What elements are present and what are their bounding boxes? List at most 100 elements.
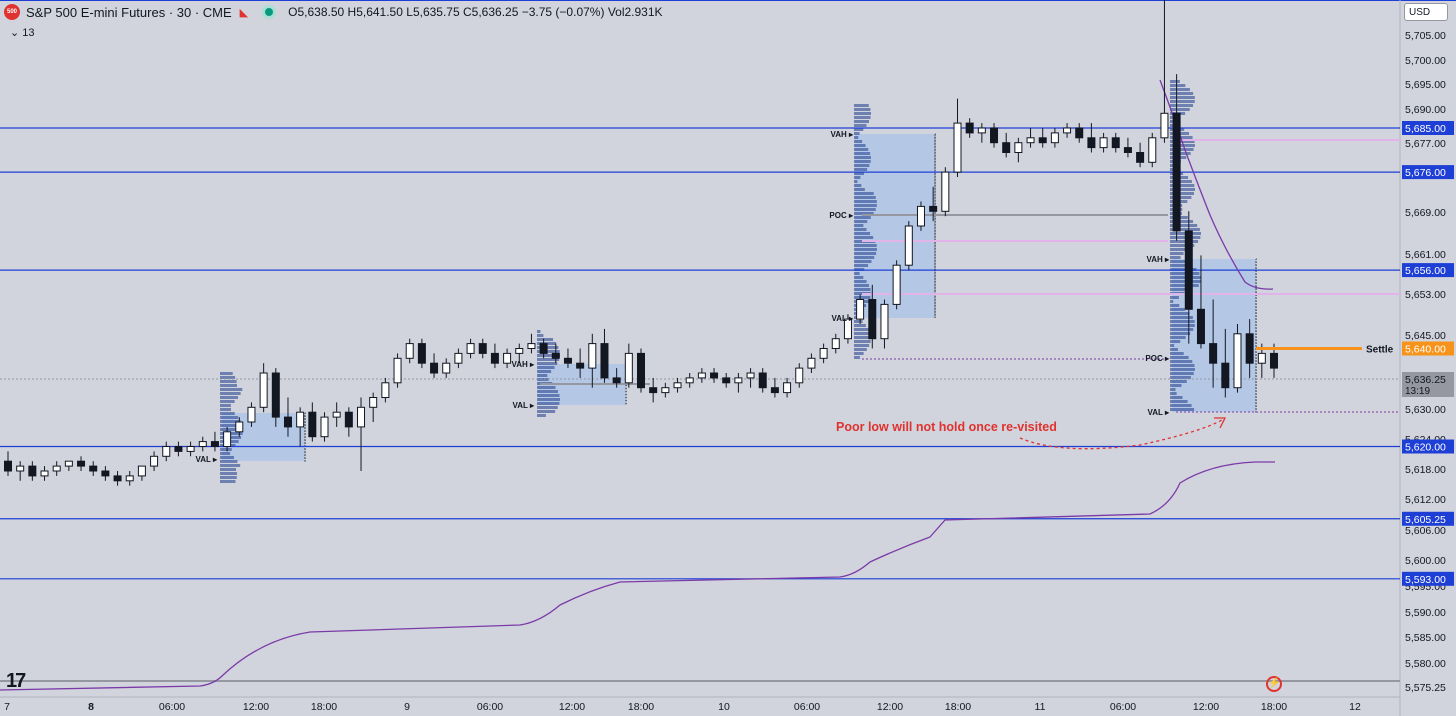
candle-body: [125, 475, 134, 482]
candle-body: [1111, 137, 1120, 149]
profile-label: VAH ▸: [1146, 255, 1170, 264]
profile-histogram-bar: [537, 354, 560, 357]
candle-body: [235, 421, 244, 433]
time-tick-label: 18:00: [628, 701, 654, 713]
currency-button[interactable]: USD: [1404, 3, 1448, 21]
profile-histogram-bar: [854, 208, 876, 211]
profile-histogram-bar: [537, 346, 559, 349]
candle-body: [442, 362, 451, 374]
candle-body: [223, 431, 232, 447]
profile-histogram-bar: [854, 216, 871, 219]
profile-histogram-bar: [1170, 324, 1195, 327]
profile-histogram-bar: [854, 120, 869, 123]
symbol-title[interactable]: S&P 500 E-mini Futures · 30 · CME: [26, 4, 232, 20]
candle-body: [405, 343, 414, 359]
candle-body: [734, 377, 743, 384]
indicator-toggle[interactable]: ⌄ 13: [10, 26, 35, 39]
candle-body: [296, 411, 305, 428]
profile-histogram-bar: [854, 288, 871, 291]
candle-body: [539, 343, 548, 354]
price-tag-label: 5,605.25: [1405, 514, 1446, 526]
price-tick-label: 5,669.00: [1405, 207, 1446, 219]
candle-body: [551, 352, 560, 359]
profile-histogram-bar: [1170, 120, 1174, 123]
price-tick-label: 5,700.00: [1405, 55, 1446, 67]
time-tick-label: 10: [718, 701, 730, 713]
profile-histogram-bar: [854, 228, 867, 231]
candle-body: [137, 465, 146, 477]
chevron-down-icon[interactable]: ⌄: [10, 27, 20, 39]
settle-tag-label: 5,640.00: [1405, 344, 1446, 356]
candle-body: [624, 352, 633, 384]
profile-histogram-bar: [220, 428, 243, 431]
profile-histogram-bar: [854, 136, 859, 139]
profile-histogram-bar: [1170, 352, 1184, 355]
candle-body: [113, 475, 122, 482]
candle-body: [880, 303, 889, 340]
candle-body: [1172, 112, 1181, 232]
price-tag-label: 5,656.00: [1405, 265, 1446, 277]
profile-histogram-bar: [220, 424, 243, 427]
profile-histogram-bar: [220, 464, 241, 467]
profile-histogram-bar: [854, 296, 871, 299]
time-tick-label: 8: [88, 701, 94, 713]
profile-label: POC ▸: [1145, 354, 1170, 363]
profile-histogram-bar: [1170, 196, 1192, 199]
profile-histogram-bar: [537, 398, 560, 401]
candle-body: [259, 372, 268, 408]
profile-histogram-bar: [854, 220, 868, 223]
profile-histogram-bar: [854, 256, 875, 259]
profile-histogram-bar: [1170, 308, 1185, 311]
profile-histogram-bar: [1170, 108, 1190, 111]
profile-histogram-bar: [854, 284, 870, 287]
candle-body: [101, 470, 110, 477]
candle-body: [393, 357, 402, 384]
profile-histogram-bar: [1170, 296, 1179, 299]
candle-body: [685, 377, 694, 384]
profile-histogram-bar: [537, 362, 558, 365]
candle-body: [649, 387, 658, 394]
candle-body: [381, 382, 390, 398]
price-tick-label: 5,585.00: [1405, 632, 1446, 644]
profile-histogram-bar: [1170, 300, 1174, 303]
flag-icon[interactable]: ◣: [239, 6, 249, 19]
price-tick-label: 5,690.00: [1405, 104, 1446, 116]
candle-body: [466, 343, 475, 354]
ohlc-open: O5,638.50: [288, 5, 345, 19]
profile-histogram-bar: [1170, 328, 1194, 331]
market-status-icon[interactable]: [262, 5, 277, 19]
profile-histogram-bar: [1170, 356, 1189, 359]
profile-histogram-bar: [537, 330, 541, 333]
profile-histogram-bar: [1170, 388, 1176, 391]
profile-histogram-bar: [1170, 148, 1194, 151]
candle-body: [16, 465, 25, 472]
candle-body: [746, 372, 755, 379]
profile-histogram-bar: [1170, 340, 1181, 343]
price-tag-label: 5,593.00: [1405, 574, 1446, 586]
tradingview-logo-icon[interactable]: 17: [6, 670, 26, 692]
lightning-icon[interactable]: ⚡: [1266, 676, 1282, 692]
candle-body: [454, 352, 463, 364]
candle-body: [357, 406, 366, 428]
profile-histogram-bar: [854, 148, 869, 151]
profile-histogram-bar: [220, 388, 243, 391]
candle-body: [1075, 127, 1084, 139]
candle-body: [1038, 137, 1047, 144]
annotation-text: Poor low will not hold once re-visited: [836, 420, 1057, 434]
profile-histogram-bar: [854, 248, 877, 251]
profile-histogram-bar: [537, 358, 560, 361]
profile-histogram-bar: [1170, 380, 1187, 383]
profile-histogram-bar: [1170, 360, 1193, 363]
candle-body: [369, 397, 378, 408]
candle-body: [1160, 112, 1169, 139]
candle-body: [1136, 152, 1145, 163]
time-tick-label: 11: [1035, 701, 1046, 713]
candle-body: [1148, 137, 1157, 163]
time-tick-label: 9: [404, 701, 410, 713]
profile-histogram-bar: [220, 432, 243, 435]
profile-label: VAL ▸: [513, 401, 535, 410]
profile-histogram-bar: [537, 386, 556, 389]
profile-histogram-bar: [854, 188, 865, 191]
candle-body: [843, 318, 852, 340]
